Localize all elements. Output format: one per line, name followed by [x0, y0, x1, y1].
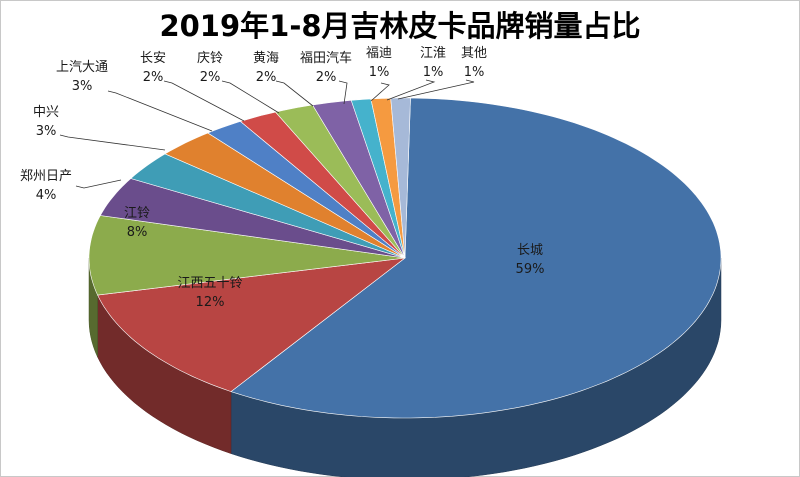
slice-长城-name-label: 长城 — [517, 243, 543, 258]
slice-其他-leader-line — [397, 79, 475, 100]
slice-福田汽车-name-label: 福田汽车 — [300, 50, 352, 66]
slice-江淮-leader-line — [386, 79, 436, 101]
slice-江淮-percent-label: 1% — [423, 65, 444, 80]
chart-title: 2019年1-8月吉林皮卡品牌销量占比 — [159, 9, 640, 43]
slice-长安 — [207, 121, 406, 259]
slice-长城 — [230, 97, 722, 419]
slice-长城-percent-label: 59% — [516, 262, 545, 277]
slice-其他 — [390, 97, 411, 259]
slice-庆铃-leader-line — [221, 80, 280, 114]
slice-长安-leader-line — [163, 80, 245, 122]
slice-福田汽车 — [312, 99, 406, 259]
slice-长安-percent-label: 2% — [143, 70, 164, 85]
slice-福田汽车-leader-line — [338, 80, 348, 105]
slice-江西五十铃-percent-label: 12% — [196, 295, 225, 310]
slice-黄海-name-label: 黄海 — [253, 51, 279, 66]
slice-中兴-name-label: 中兴 — [33, 105, 59, 120]
slice-江西五十铃 — [97, 257, 407, 392]
slice-黄海-percent-label: 2% — [256, 70, 277, 85]
slice-福迪-percent-label: 1% — [369, 65, 390, 80]
slice-江淮-name-label: 江淮 — [420, 46, 446, 61]
slice-江铃 — [88, 215, 406, 296]
data-labels: 长城 59% 江西五十铃 12% 江铃 8% 郑州日产 4% 中兴 3% 上汽大通 3% 长安 2% 庆铃 2… — [20, 46, 544, 310]
slice-郑州日产 — [99, 178, 406, 259]
slice-中兴-percent-label: 3% — [36, 124, 57, 139]
slice-庆铃-percent-label: 2% — [200, 70, 221, 85]
slice-江铃-name-label: 江铃 — [124, 206, 150, 221]
slice-庆铃 — [239, 111, 406, 259]
slice-郑州日产-percent-label: 4% — [36, 188, 57, 203]
slice-福迪-name-label: 福迪 — [366, 46, 392, 61]
slice-郑州日产-name-label: 郑州日产 — [20, 169, 72, 184]
slice-上汽大通 — [164, 132, 406, 259]
pie-slices — [88, 97, 722, 419]
slice-其他-percent-label: 1% — [464, 65, 485, 80]
slice-庆铃-name-label: 庆铃 — [197, 51, 223, 66]
slice-中兴-leader-line — [59, 134, 166, 151]
slice-长安-name-label: 长安 — [140, 51, 166, 66]
slice-上汽大通-leader-line — [107, 90, 213, 132]
slice-上汽大通-percent-label: 3% — [72, 79, 93, 94]
slice-江西五十铃-name-label: 江西五十铃 — [177, 276, 242, 291]
slice-上汽大通-name-label: 上汽大通 — [56, 60, 108, 75]
slice-福田汽车-percent-label: 2% — [316, 70, 337, 85]
slice-其他-name-label: 其他 — [461, 46, 487, 61]
slice-中兴 — [130, 153, 406, 259]
slice-福迪-leader-line — [370, 82, 390, 102]
slice-江铃-percent-label: 8% — [127, 225, 148, 240]
leader-lines — [59, 79, 475, 189]
slice-黄海-leader-line — [275, 80, 314, 107]
slice-郑州日产-leader-line — [75, 179, 122, 189]
